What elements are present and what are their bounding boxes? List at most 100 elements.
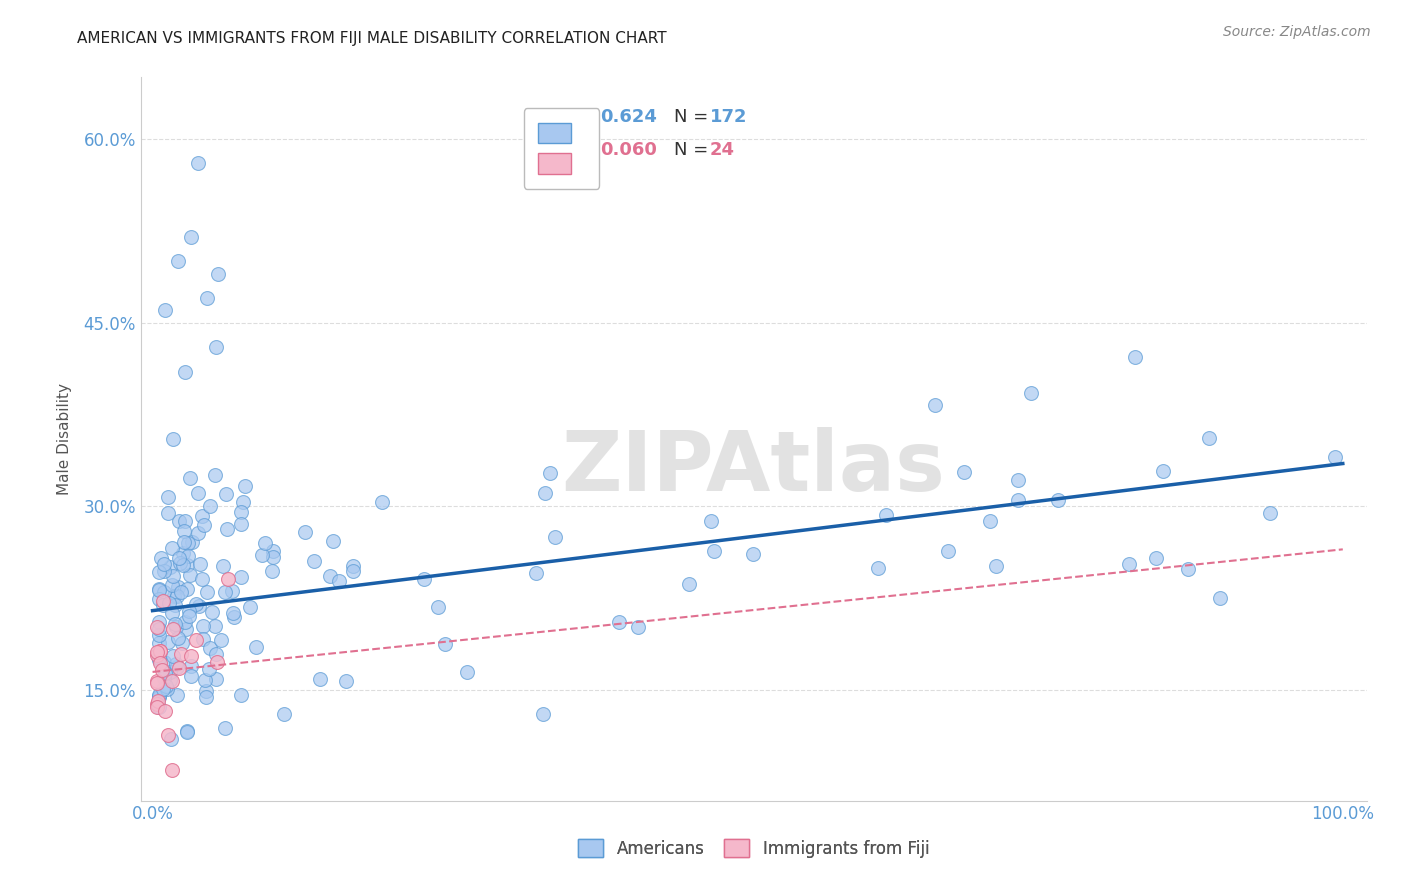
- Point: [153, 671, 176, 685]
- Point: [524, 566, 547, 581]
- Point: [953, 465, 976, 479]
- Point: [198, 500, 221, 514]
- Point: [169, 585, 191, 599]
- Point: [157, 596, 180, 610]
- Point: [328, 574, 350, 588]
- Text: N =: N =: [673, 141, 714, 159]
- Point: [1209, 591, 1232, 605]
- Point: [180, 535, 202, 549]
- Point: [1123, 351, 1146, 365]
- Point: [1323, 450, 1346, 464]
- Point: [209, 632, 232, 647]
- Text: 24: 24: [710, 141, 734, 159]
- Point: [172, 558, 194, 572]
- Point: [148, 636, 170, 650]
- Point: [146, 620, 169, 634]
- Point: [165, 598, 187, 612]
- Point: [214, 585, 236, 599]
- Point: [146, 675, 169, 690]
- Point: [153, 665, 176, 680]
- Point: [207, 267, 229, 281]
- Point: [678, 577, 700, 591]
- Point: [146, 645, 169, 659]
- Point: [979, 514, 1001, 528]
- Point: [180, 659, 202, 673]
- Point: [166, 581, 188, 595]
- Text: Source: ZipAtlas.com: Source: ZipAtlas.com: [1223, 25, 1371, 39]
- Point: [180, 229, 202, 244]
- Text: ZIPAtlas: ZIPAtlas: [561, 427, 946, 508]
- Text: N =: N =: [673, 108, 714, 126]
- Point: [1198, 431, 1220, 445]
- Point: [162, 674, 184, 689]
- Point: [148, 690, 170, 705]
- Point: [148, 582, 170, 596]
- Point: [149, 643, 172, 657]
- Point: [166, 659, 188, 673]
- Point: [148, 628, 170, 642]
- Point: [250, 548, 273, 562]
- Point: [319, 569, 342, 583]
- Point: [155, 679, 177, 693]
- Point: [700, 514, 723, 528]
- Point: [176, 723, 198, 738]
- Point: [159, 673, 181, 688]
- Point: [148, 565, 170, 579]
- Point: [146, 648, 169, 662]
- Point: [173, 524, 195, 538]
- Point: [174, 514, 197, 528]
- Point: [212, 559, 235, 574]
- Point: [193, 518, 215, 533]
- Point: [607, 615, 630, 630]
- Point: [205, 672, 228, 686]
- Point: [149, 657, 172, 671]
- Point: [187, 156, 209, 170]
- Point: [157, 490, 180, 504]
- Point: [148, 615, 170, 630]
- Point: [166, 589, 188, 603]
- Point: [152, 681, 174, 696]
- Point: [162, 578, 184, 592]
- Point: [1144, 550, 1167, 565]
- Point: [188, 558, 211, 572]
- Point: [177, 608, 200, 623]
- Point: [1260, 507, 1282, 521]
- Point: [165, 657, 187, 671]
- Point: [224, 610, 246, 624]
- Point: [153, 655, 176, 669]
- Text: 172: 172: [710, 108, 747, 126]
- Point: [195, 585, 218, 599]
- Point: [146, 693, 169, 707]
- Point: [456, 665, 478, 680]
- Point: [273, 707, 295, 722]
- Point: [262, 564, 284, 578]
- Point: [1152, 464, 1174, 478]
- Point: [180, 669, 202, 683]
- Point: [176, 725, 198, 739]
- Point: [294, 525, 316, 540]
- Point: [342, 559, 364, 574]
- Point: [170, 647, 193, 661]
- Point: [148, 688, 170, 702]
- Point: [148, 700, 170, 714]
- Point: [322, 533, 344, 548]
- Point: [148, 651, 170, 665]
- Point: [190, 572, 212, 586]
- Text: R =: R =: [564, 108, 603, 126]
- Point: [433, 637, 456, 651]
- Point: [194, 690, 217, 705]
- Point: [229, 505, 252, 519]
- Point: [193, 632, 215, 646]
- Point: [204, 340, 226, 354]
- Point: [1118, 558, 1140, 572]
- Point: [214, 721, 236, 735]
- Point: [217, 572, 239, 586]
- Point: [1007, 473, 1029, 487]
- Point: [1177, 562, 1199, 576]
- Point: [159, 560, 181, 574]
- Point: [146, 700, 169, 714]
- Point: [153, 303, 176, 318]
- Point: [531, 706, 554, 721]
- Point: [184, 597, 207, 611]
- Point: [195, 291, 218, 305]
